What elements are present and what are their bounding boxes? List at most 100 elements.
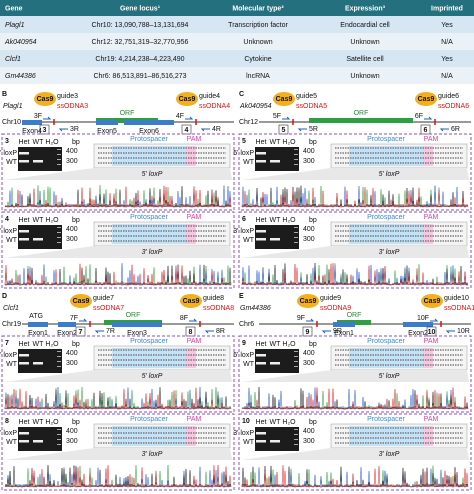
size-label: 300 bbox=[66, 360, 78, 367]
exon-label: Exon2 bbox=[408, 330, 428, 337]
guide-label: guide9 bbox=[320, 295, 341, 302]
ladder-band bbox=[57, 232, 61, 233]
protospacer-highlight bbox=[349, 146, 423, 166]
chromatogram-trace bbox=[4, 465, 232, 488]
gel-band bbox=[256, 362, 266, 365]
pam-label: PAM bbox=[424, 416, 439, 423]
lane-label: Het bbox=[19, 341, 30, 348]
lane-label: Het bbox=[19, 139, 30, 146]
guide-label: guide6 bbox=[438, 93, 459, 100]
band-label: WT bbox=[243, 159, 255, 166]
primer-r: 8R bbox=[216, 328, 225, 335]
bp-label: bp bbox=[309, 139, 317, 146]
lane-label: H₂O bbox=[45, 419, 59, 426]
lane-label: WT bbox=[270, 139, 282, 146]
table-cell: Unknown bbox=[243, 39, 272, 46]
protospacer-label: Protospacer bbox=[130, 338, 168, 345]
chromatogram-trace bbox=[241, 263, 469, 286]
ladder-band bbox=[294, 439, 298, 440]
exon bbox=[333, 322, 355, 327]
ladder-band bbox=[57, 444, 61, 445]
pam-label: PAM bbox=[187, 136, 202, 143]
site-num-box bbox=[181, 124, 192, 135]
chromatogram-trace bbox=[241, 387, 469, 410]
lane-label: H₂O bbox=[45, 217, 59, 224]
orf-bar bbox=[309, 118, 413, 123]
subpanel-box bbox=[1, 413, 235, 491]
site-label: 3' loxP bbox=[142, 249, 163, 256]
primer-f: 8F bbox=[180, 315, 188, 322]
lane-label: H₂O bbox=[282, 341, 296, 348]
pam-label: PAM bbox=[187, 338, 202, 345]
primer-r: 3R bbox=[70, 126, 79, 133]
ssodna-label: ssODNA10 bbox=[444, 305, 474, 312]
ladder-band bbox=[57, 154, 61, 155]
gene-name: Clcf1 bbox=[3, 305, 19, 312]
gel-band bbox=[33, 362, 43, 365]
site-label: 5' loxP bbox=[379, 171, 400, 178]
table-cell: Unknown bbox=[350, 73, 379, 80]
primer-r: 10R bbox=[457, 328, 470, 335]
table-cell: Chr10: 13,090,788–13,131,694 bbox=[92, 22, 189, 29]
zoom-wedge bbox=[241, 168, 469, 180]
protospacer-highlight bbox=[112, 348, 186, 368]
size-label: 300 bbox=[303, 158, 315, 165]
exon bbox=[112, 322, 162, 327]
cas9-label: Cas9 bbox=[179, 96, 196, 103]
chr-label: Chr19 bbox=[2, 321, 21, 328]
site-num: 8 bbox=[189, 329, 193, 336]
table-row-bg bbox=[0, 67, 474, 84]
cas9-label: Cas9 bbox=[37, 96, 54, 103]
ladder-band bbox=[57, 164, 61, 165]
band-label: 3' loxP bbox=[0, 430, 17, 437]
primer-f: 4F bbox=[176, 113, 184, 120]
gel-band bbox=[256, 238, 266, 241]
zoom-wedge bbox=[4, 370, 232, 382]
ladder-band bbox=[57, 429, 61, 430]
primer-r-arrow bbox=[297, 128, 307, 132]
primer-r-arrow bbox=[439, 128, 449, 132]
gel-band bbox=[33, 440, 43, 443]
lane-label: WT bbox=[270, 341, 282, 348]
pam-highlight bbox=[423, 426, 433, 446]
chromatogram-trace bbox=[241, 465, 469, 488]
gene-name: Plagl1 bbox=[3, 103, 23, 110]
gel-band bbox=[19, 432, 29, 435]
primer-r-arrow bbox=[204, 330, 214, 334]
subpanel-num: 8 bbox=[5, 418, 9, 425]
ladder-band bbox=[294, 366, 298, 367]
table-cell: Yes bbox=[441, 22, 453, 29]
site-num: 9 bbox=[306, 329, 310, 336]
primer-r: 5R bbox=[309, 126, 318, 133]
band-label: WT bbox=[243, 361, 255, 368]
subpanel-num: 6 bbox=[242, 216, 246, 223]
ladder-band bbox=[294, 434, 298, 435]
gel-band bbox=[19, 230, 29, 233]
gel-band bbox=[270, 238, 280, 241]
primer-f-arrow bbox=[189, 318, 198, 322]
lane-label: Het bbox=[19, 419, 30, 426]
lane-label: Het bbox=[19, 217, 30, 224]
subpanel-num: 7 bbox=[5, 340, 9, 347]
site-num: 5 bbox=[282, 127, 286, 134]
table-cell: Chr12: 32,751,319–32,770,956 bbox=[92, 39, 189, 46]
ssodna-label: ssODNA3 bbox=[57, 103, 88, 110]
subpanel-num: 9 bbox=[242, 340, 246, 347]
ladder-band bbox=[294, 356, 298, 357]
ladder-band bbox=[294, 232, 298, 233]
primer-r: 9R bbox=[333, 328, 342, 335]
site-label: 3' loxP bbox=[379, 249, 400, 256]
exon bbox=[124, 120, 174, 125]
cas9-label: Cas9 bbox=[73, 298, 90, 305]
gel-image bbox=[18, 147, 62, 171]
primer-f-arrow bbox=[424, 116, 433, 120]
ssodna-label: ssODNA7 bbox=[93, 305, 124, 312]
orf-label: ORF bbox=[347, 312, 362, 319]
chr-label: Chr12 bbox=[239, 119, 258, 126]
zoom-wedge bbox=[4, 448, 232, 460]
ladder-band bbox=[57, 351, 61, 352]
zoom-wedge bbox=[241, 246, 469, 258]
protospacer-label: Protospacer bbox=[367, 214, 405, 221]
table-cell: Yes bbox=[441, 56, 453, 63]
guide-label: guide8 bbox=[203, 295, 224, 302]
